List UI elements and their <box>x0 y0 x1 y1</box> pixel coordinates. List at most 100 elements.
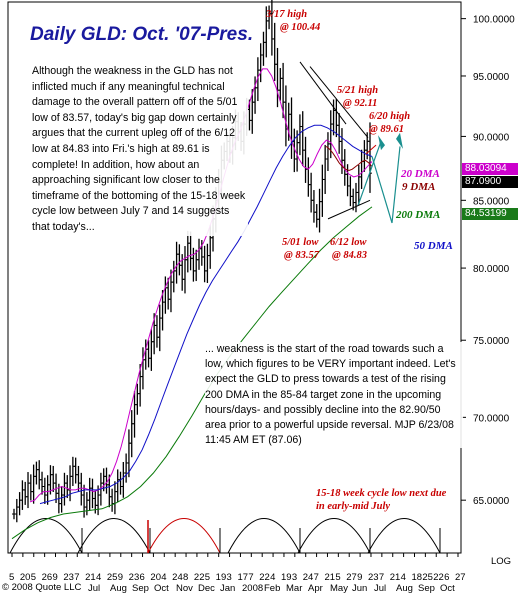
annotation-620-high-value: @ 89.61 <box>369 124 404 135</box>
cycle-arc <box>147 518 221 554</box>
label-20-dma: 20 DMA <box>401 168 440 180</box>
x-tick-label: 9 <box>357 572 362 583</box>
label-200-dma: 200 DMA <box>396 209 441 221</box>
x-tick-label: 25 <box>107 572 118 583</box>
label-9-dma: 9 DMA <box>402 181 436 193</box>
x-tick-label: 23 <box>63 572 74 583</box>
annotation-521-high: 5/21 high @ 92.11 <box>337 84 378 110</box>
annotation-521-high-label: 5/21 high <box>337 85 379 96</box>
x-tick-label: 4 <box>161 572 166 583</box>
annotation-317-high-label: 3/17 high <box>266 9 308 20</box>
cycle-arcs <box>9 518 441 554</box>
x-tick-label: 26 <box>42 572 53 583</box>
x-tick-label: 19 <box>216 572 227 583</box>
x-tick-label: 7 <box>379 572 384 583</box>
x-tick-label: 25 <box>422 572 433 583</box>
x-month-label: Aug <box>396 583 413 594</box>
cycle-note: 15-18 week cycle low next due in early-m… <box>316 488 447 512</box>
x-month-label: Nov <box>176 583 193 594</box>
x-tick-label: 21 <box>324 572 335 583</box>
x-tick-label: 4 <box>96 572 101 583</box>
footer-copyright: © 2008 Quote LLC <box>2 582 81 593</box>
x-tick-label: 23 <box>129 572 140 583</box>
annotation-612-low-value: @ 84.83 <box>332 250 367 261</box>
x-tick-label: 4 <box>401 572 406 583</box>
projection-arrowhead <box>396 132 403 149</box>
x-tick-label: 21 <box>85 572 96 583</box>
annotation-620-high: 6/20 high @ 89.61 <box>369 110 410 136</box>
x-tick-label: 24 <box>303 572 314 583</box>
x-tick-label: 27 <box>455 572 466 583</box>
x-tick-label: 4 <box>270 572 275 583</box>
y-tick-label: 100.0000 <box>473 15 515 26</box>
annotation-501-low: 5/01 low @ 83.57 <box>282 236 319 262</box>
annotation-612-low: 6/12 low @ 84.83 <box>330 236 367 262</box>
y-tick-label: 65.0000 <box>473 496 510 507</box>
x-month-label: Sep <box>132 583 149 594</box>
x-month-label: 2008 <box>242 583 263 594</box>
x-month-label: Jul <box>88 583 100 594</box>
annotation-501-low-value: @ 83.57 <box>284 250 319 261</box>
axes: 100.0000 95.0000 90.0000 85.0000 80.0000 75.0… <box>9 15 515 594</box>
x-month-label: Apr <box>308 583 323 594</box>
x-tick-label: 18 <box>411 572 422 583</box>
projection-path <box>357 141 382 206</box>
x-tick-label: 24 <box>172 572 183 583</box>
x-month-label: Jun <box>352 583 367 594</box>
annotation-521-high-value: @ 92.11 <box>343 98 378 109</box>
x-tick-label: 5 <box>9 572 14 583</box>
y-tick-label: 80.0000 <box>473 264 510 275</box>
x-tick-label: 21 <box>390 572 401 583</box>
x-month-label: Oct <box>440 583 455 594</box>
footer-copyright-text: © 2008 Quote LLC <box>2 582 82 593</box>
x-tick-label: 22 <box>433 572 444 583</box>
projection-lines <box>299 61 403 224</box>
ohlc-bars <box>12 0 372 523</box>
price-flag-20dma: 88.03094 <box>462 163 518 175</box>
x-month-label: Jan <box>220 583 235 594</box>
x-month-label: Jul <box>374 583 386 594</box>
x-month-label: Mar <box>286 583 302 594</box>
x-tick-label: 17 <box>237 572 248 583</box>
annotation-arrow <box>365 144 377 155</box>
x-month-label: Feb <box>264 583 280 594</box>
x-month-label: Aug <box>110 583 127 594</box>
cycle-arc <box>9 518 83 554</box>
ma-line <box>325 146 373 172</box>
y-tick-label: 90.0000 <box>473 132 510 143</box>
x-tick-label: 5 <box>335 572 340 583</box>
x-month-label: May <box>330 583 348 594</box>
x-tick-label: 27 <box>346 572 357 583</box>
x-tick-label: 7 <box>74 572 79 583</box>
annotation-620-high-label: 6/20 high <box>369 111 411 122</box>
y-tick-label: 75.0000 <box>473 336 510 347</box>
y-tick-label: 85.0000 <box>473 196 510 207</box>
x-tick-label: 7 <box>314 572 319 583</box>
y-tick-label: 95.0000 <box>473 72 510 83</box>
x-tick-label: 9 <box>118 572 123 583</box>
x-tick-label: 8 <box>183 572 188 583</box>
cycle-arc <box>297 518 371 554</box>
x-tick-label: 5 <box>31 572 36 583</box>
x-tick-label: 3 <box>227 572 232 583</box>
trend-line <box>299 61 347 125</box>
x-month-label: Dec <box>198 583 215 594</box>
x-tick-label: 6 <box>444 572 449 583</box>
moving-averages <box>11 68 373 540</box>
y-tick-label: 70.0000 <box>473 413 510 424</box>
x-tick-label: 22 <box>259 572 270 583</box>
x-month-label: Oct <box>154 583 169 594</box>
x-tick-label: 5 <box>205 572 210 583</box>
cycle-arc <box>77 518 151 554</box>
ma-line <box>11 206 373 540</box>
annotation-501-low-label: 5/01 low <box>282 237 319 248</box>
trend-line <box>309 66 369 138</box>
annotation-612-low-label: 6/12 low <box>330 237 367 248</box>
projection-path <box>371 146 401 224</box>
price-flag-last: 87.0900 <box>462 176 518 188</box>
x-tick-label: 6 <box>140 572 145 583</box>
x-month-label: Sep <box>418 583 435 594</box>
x-tick-label: 23 <box>368 572 379 583</box>
x-tick-label: 20 <box>150 572 161 583</box>
